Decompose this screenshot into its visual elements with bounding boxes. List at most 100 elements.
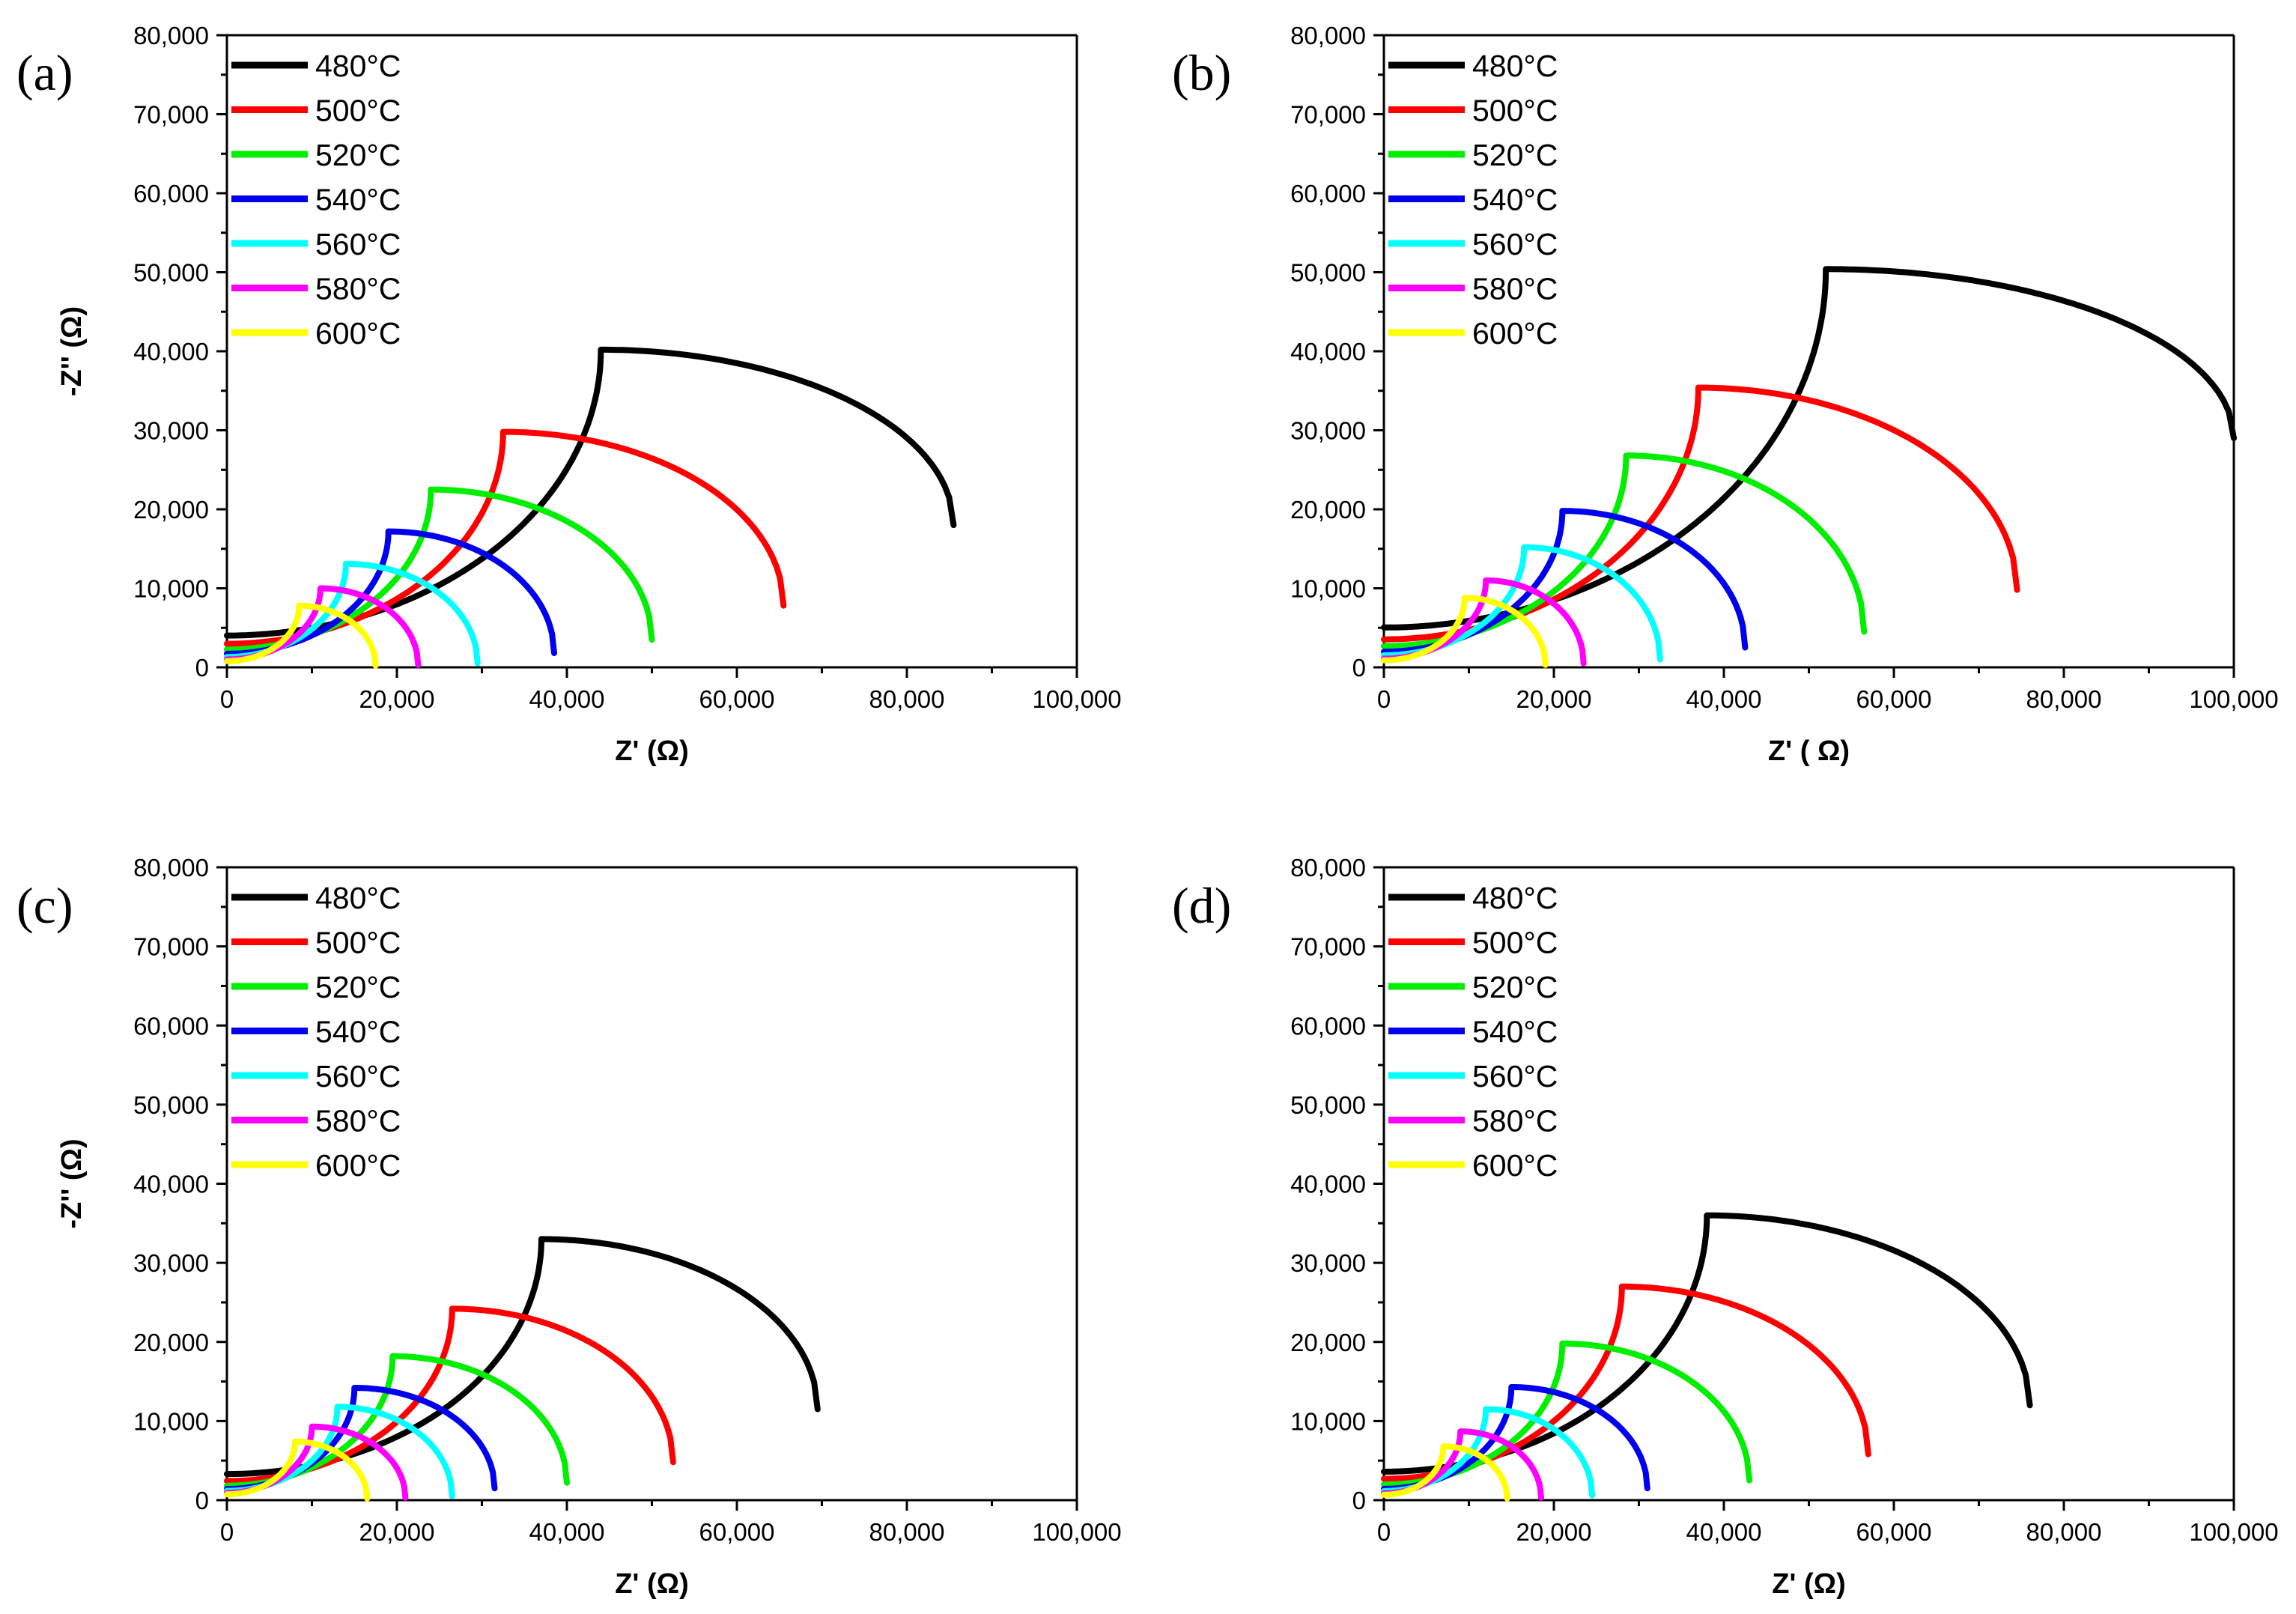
- legend-label: 480°C: [315, 49, 401, 83]
- x-tick-label: 20,000: [359, 685, 435, 713]
- legend-label: 480°C: [1472, 881, 1558, 915]
- series-line-600C: [224, 602, 379, 669]
- series-line-540C: [224, 528, 557, 657]
- y-tick-label: 0: [1352, 1487, 1366, 1514]
- y-tick-label: 60,000: [1290, 180, 1366, 207]
- y-tick-label: 10,000: [133, 1407, 209, 1435]
- y-tick-label: 0: [1352, 654, 1366, 682]
- legend-label: 520°C: [315, 138, 401, 172]
- y-tick-label: 80,000: [1290, 22, 1366, 49]
- x-tick-label: 60,000: [699, 1518, 775, 1546]
- legend-label: 580°C: [1472, 1104, 1558, 1138]
- legend-label: 560°C: [1472, 227, 1558, 261]
- x-tick-label: 40,000: [529, 1518, 605, 1546]
- legend-label: 600°C: [315, 1148, 401, 1183]
- y-tick-label: 70,000: [133, 933, 209, 961]
- chart-panel: (c) 0 20,000 40,000 60,000 80,000 100,000 0 10,0…: [16, 854, 1122, 1600]
- legend-label: 540°C: [315, 183, 401, 217]
- y-tick-label: 30,000: [133, 417, 209, 445]
- y-tick-label: 0: [195, 654, 209, 682]
- x-tick-label: 0: [1377, 1518, 1391, 1546]
- y-tick-label: 60,000: [133, 180, 209, 207]
- series-line-600C: [1381, 1443, 1510, 1502]
- x-tick-label: 60,000: [699, 685, 775, 713]
- x-tick-label: 60,000: [1856, 685, 1932, 713]
- chart-panel: (d) 0 20,000 40,000 60,000 80,000 100,000 0 10,0…: [1172, 854, 2279, 1600]
- legend-label: 500°C: [1472, 94, 1558, 128]
- x-tick-label: 80,000: [869, 685, 945, 713]
- y-tick-label: 80,000: [133, 22, 209, 49]
- legend-label: 600°C: [1472, 316, 1558, 351]
- legend-label: 480°C: [1472, 49, 1558, 83]
- legend-label: 600°C: [1472, 1148, 1558, 1183]
- legend-label: 600°C: [315, 316, 401, 351]
- y-tick-label: 20,000: [133, 1329, 209, 1356]
- legend-label: 500°C: [315, 926, 401, 960]
- panel-label: (d): [1172, 877, 1231, 934]
- series-line-500C: [224, 1305, 676, 1484]
- x-tick-label: 40,000: [529, 685, 605, 713]
- series-line-500C: [1381, 1283, 1871, 1482]
- x-tick-label: 100,000: [1032, 685, 1121, 713]
- x-tick-label: 20,000: [359, 1518, 435, 1546]
- series-line-560C: [1381, 544, 1663, 663]
- y-tick-label: 60,000: [1290, 1012, 1366, 1040]
- series-line-480C: [1381, 1212, 2033, 1475]
- x-axis-title: Z' (Ω): [615, 735, 689, 767]
- series-line-600C: [1381, 595, 1549, 668]
- legend-label: 500°C: [1472, 926, 1558, 960]
- y-tick-label: 50,000: [133, 1091, 209, 1119]
- y-tick-label: 70,000: [133, 101, 209, 129]
- series-line-560C: [224, 1404, 455, 1499]
- series-line-540C: [1381, 1384, 1650, 1492]
- x-tick-label: 80,000: [2026, 1518, 2102, 1546]
- legend-label: 540°C: [315, 1015, 401, 1049]
- y-axis-title: -Z'' (Ω): [56, 1138, 88, 1228]
- series-line-520C: [224, 486, 655, 653]
- x-tick-label: 80,000: [869, 1518, 945, 1546]
- series-line-500C: [1381, 384, 2020, 643]
- panel-label: (a): [16, 44, 73, 101]
- y-tick-label: 10,000: [1290, 1407, 1366, 1435]
- y-tick-label: 20,000: [133, 496, 209, 524]
- legend-label: 580°C: [315, 272, 401, 306]
- y-tick-label: 80,000: [1290, 854, 1366, 882]
- series-line-560C: [1381, 1406, 1596, 1499]
- x-tick-label: 100,000: [2189, 1518, 2278, 1546]
- chart-panel: (a) 0 20,000 40,000 60,000 80,000 100,000 0 10,0…: [16, 22, 1122, 767]
- series-line-480C: [224, 1236, 821, 1478]
- x-tick-label: 100,000: [1032, 1518, 1121, 1546]
- y-tick-label: 10,000: [133, 575, 209, 603]
- y-axis-title: -Z'' (Ω): [56, 306, 88, 396]
- y-tick-label: 40,000: [133, 1171, 209, 1198]
- legend-label: 520°C: [1472, 138, 1558, 172]
- legend-label: 520°C: [315, 970, 401, 1004]
- y-tick-label: 30,000: [133, 1249, 209, 1277]
- y-tick-label: 70,000: [1290, 101, 1366, 129]
- legend-label: 560°C: [315, 1059, 401, 1093]
- y-tick-label: 30,000: [1290, 417, 1366, 445]
- x-tick-label: 80,000: [2026, 685, 2102, 713]
- series-line-520C: [1381, 452, 1868, 649]
- chart-panel: (b) 0 20,000 40,000 60,000 80,000 100,000 0 10,0…: [1172, 22, 2279, 767]
- y-tick-label: 10,000: [1290, 575, 1366, 603]
- x-tick-label: 40,000: [1686, 685, 1762, 713]
- series-line-480C: [1381, 266, 2237, 631]
- x-tick-label: 40,000: [1686, 1518, 1762, 1546]
- x-tick-label: 0: [220, 1518, 234, 1546]
- x-tick-label: 20,000: [1516, 1518, 1592, 1546]
- panel-label: (b): [1172, 44, 1231, 101]
- legend-label: 580°C: [315, 1104, 401, 1138]
- y-tick-label: 0: [195, 1487, 209, 1514]
- y-tick-label: 50,000: [1290, 259, 1366, 287]
- y-tick-label: 70,000: [1290, 933, 1366, 961]
- x-tick-label: 0: [1377, 685, 1391, 713]
- legend-label: 540°C: [1472, 1015, 1558, 1049]
- legend-label: 560°C: [1472, 1059, 1558, 1093]
- panel-label: (c): [16, 877, 73, 934]
- y-tick-label: 40,000: [1290, 1171, 1366, 1198]
- legend-label: 580°C: [1472, 272, 1558, 306]
- series-line-520C: [224, 1353, 570, 1489]
- y-tick-label: 40,000: [1290, 338, 1366, 365]
